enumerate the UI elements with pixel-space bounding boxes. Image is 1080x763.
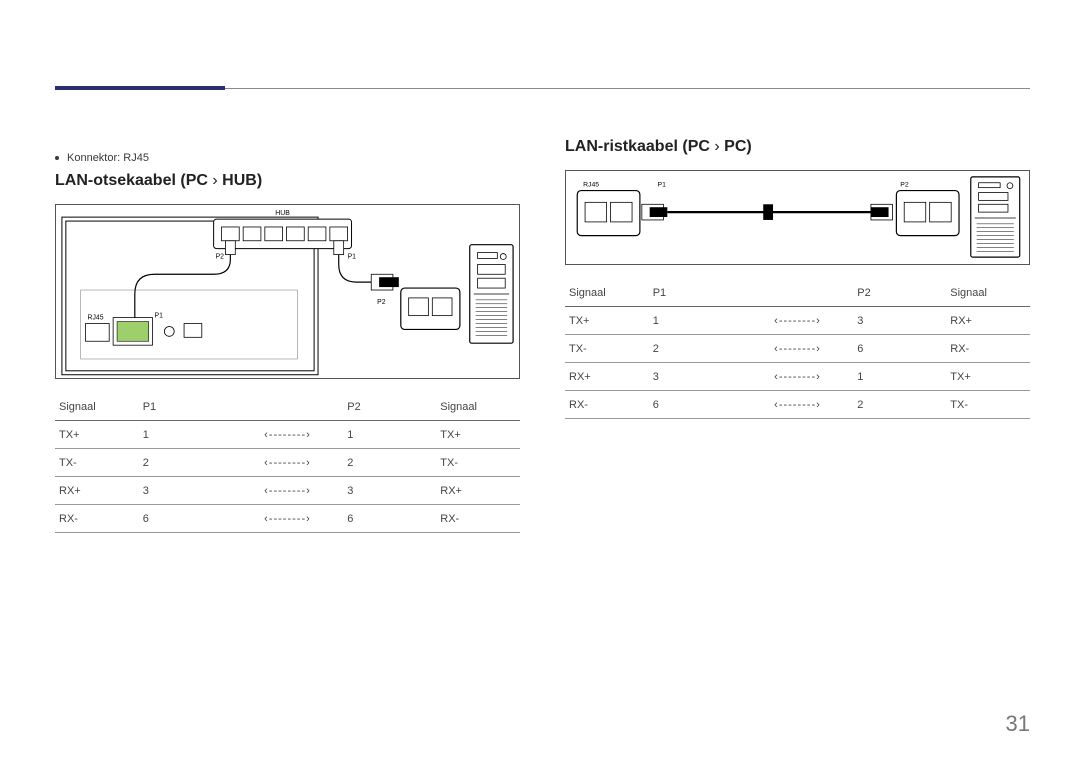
col-signaal-2: Signaal: [436, 393, 520, 421]
table-row: TX-2‹--------›6RX-: [565, 335, 1030, 363]
col-arrow: [742, 279, 854, 307]
table-cell: TX-: [436, 449, 520, 477]
connector-note: Konnektor: RJ45: [55, 152, 520, 164]
col-signaal-2: Signaal: [946, 279, 1030, 307]
col-signaal-1: Signaal: [565, 279, 649, 307]
table-cell: TX-: [565, 335, 649, 363]
table-row: RX-6‹--------›6RX-: [55, 505, 520, 533]
table-cell: 6: [139, 505, 232, 533]
col-p2: P2: [853, 279, 946, 307]
left-heading-a: LAN-otsekaabel (PC: [55, 172, 208, 189]
table-cell: 3: [649, 363, 742, 391]
rj45-label-r: RJ45: [583, 182, 599, 189]
right-pin-table: Signaal P1 P2 Signaal TX+1‹--------›3RX+…: [565, 279, 1030, 419]
table-cell: 2: [853, 391, 946, 419]
table-cell: 1: [139, 421, 232, 449]
table-cell: ‹--------›: [232, 449, 344, 477]
col-arrow: [232, 393, 344, 421]
table-cell: ‹--------›: [232, 477, 344, 505]
table-row: RX+3‹--------›3RX+: [55, 477, 520, 505]
content-columns: Konnektor: RJ45 LAN-otsekaabel (PC › HUB…: [55, 112, 1030, 533]
table-cell: ‹--------›: [742, 363, 854, 391]
table-cell: RX-: [946, 335, 1030, 363]
table-row: TX+1‹--------›1TX+: [55, 421, 520, 449]
table-cell: TX+: [946, 363, 1030, 391]
right-table-body: TX+1‹--------›3RX+TX-2‹--------›6RX-RX+3…: [565, 307, 1030, 419]
bullet-dot-icon: [55, 156, 59, 160]
right-heading-a: LAN-ristkaabel (PC: [565, 138, 710, 155]
hub-label: HUB: [275, 210, 290, 217]
left-pin-table: Signaal P1 P2 Signaal TX+1‹--------›1TX+…: [55, 393, 520, 533]
connector-note-text: Konnektor: RJ45: [67, 152, 149, 164]
col-p2: P2: [343, 393, 436, 421]
table-cell: RX+: [946, 307, 1030, 335]
col-p1: P1: [139, 393, 232, 421]
table-cell: 6: [649, 391, 742, 419]
table-cell: 1: [649, 307, 742, 335]
right-diagram: RJ45 P1 P2: [565, 170, 1030, 265]
right-column: LAN-ristkaabel (PC › PC) RJ45 P1: [565, 112, 1030, 533]
rj45-label: RJ45: [88, 315, 104, 322]
table-cell: 2: [139, 449, 232, 477]
table-cell: 3: [853, 307, 946, 335]
table-cell: TX+: [55, 421, 139, 449]
chevron-right-icon: ›: [714, 138, 719, 155]
table-cell: 1: [853, 363, 946, 391]
table-cell: ‹--------›: [232, 505, 344, 533]
table-cell: ‹--------›: [742, 307, 854, 335]
table-cell: 6: [343, 505, 436, 533]
table-cell: 6: [853, 335, 946, 363]
table-cell: 2: [343, 449, 436, 477]
table-cell: ‹--------›: [232, 421, 344, 449]
chevron-right-icon: ›: [212, 172, 217, 189]
right-diagram-svg: RJ45 P1 P2: [566, 171, 1029, 264]
table-cell: 2: [649, 335, 742, 363]
p1-near-label: P1: [155, 313, 164, 320]
table-cell: 3: [343, 477, 436, 505]
table-cell: ‹--------›: [742, 335, 854, 363]
document-page: Konnektor: RJ45 LAN-otsekaabel (PC › HUB…: [0, 0, 1080, 763]
left-diagram-svg: RJ45 P1 HUB P2 P1: [56, 205, 519, 378]
table-cell: TX-: [55, 449, 139, 477]
right-heading: LAN-ristkaabel (PC › PC): [565, 138, 1030, 156]
table-header-row: Signaal P1 P2 Signaal: [55, 393, 520, 421]
table-row: TX+1‹--------›3RX+: [565, 307, 1030, 335]
table-cell: RX+: [55, 477, 139, 505]
p1-label-r: P1: [658, 182, 667, 189]
table-cell: TX-: [946, 391, 1030, 419]
table-header-row: Signaal P1 P2 Signaal: [565, 279, 1030, 307]
table-cell: RX-: [565, 391, 649, 419]
right-heading-b: PC): [724, 138, 752, 155]
p2-hub-label: P2: [216, 253, 225, 260]
table-cell: TX+: [565, 307, 649, 335]
table-cell: RX+: [436, 477, 520, 505]
left-diagram: RJ45 P1 HUB P2 P1: [55, 204, 520, 379]
p2-cable-label: P2: [377, 299, 386, 306]
p2-label-r: P2: [900, 182, 909, 189]
left-table-body: TX+1‹--------›1TX+TX-2‹--------›2TX-RX+3…: [55, 421, 520, 533]
table-cell: TX+: [436, 421, 520, 449]
table-cell: RX-: [55, 505, 139, 533]
table-row: RX+3‹--------›1TX+: [565, 363, 1030, 391]
left-heading: LAN-otsekaabel (PC › HUB): [55, 172, 520, 190]
col-p1: P1: [649, 279, 742, 307]
left-column: Konnektor: RJ45 LAN-otsekaabel (PC › HUB…: [55, 112, 520, 533]
table-row: RX-6‹--------›2TX-: [565, 391, 1030, 419]
col-signaal-1: Signaal: [55, 393, 139, 421]
table-cell: ‹--------›: [742, 391, 854, 419]
table-cell: 3: [139, 477, 232, 505]
header-accent-bar: [55, 86, 225, 90]
table-cell: 1: [343, 421, 436, 449]
p1-hub-label: P1: [348, 253, 357, 260]
table-row: TX-2‹--------›2TX-: [55, 449, 520, 477]
table-cell: RX-: [436, 505, 520, 533]
table-cell: RX+: [565, 363, 649, 391]
left-heading-b: HUB): [222, 172, 262, 189]
page-number: 31: [1006, 711, 1030, 737]
